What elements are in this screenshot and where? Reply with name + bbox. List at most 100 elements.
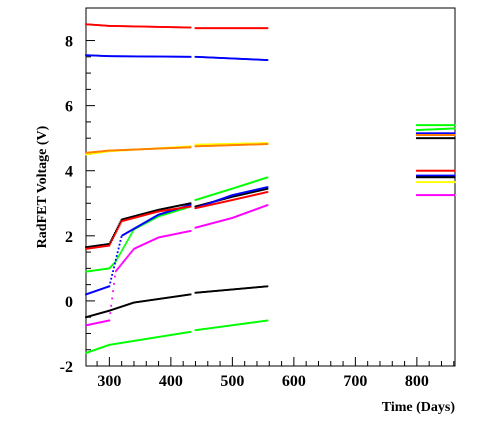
data-point bbox=[130, 217, 133, 220]
data-point bbox=[173, 55, 175, 58]
data-point bbox=[222, 57, 225, 59]
data-point bbox=[265, 186, 268, 189]
data-point bbox=[113, 266, 115, 269]
data-point bbox=[198, 328, 201, 331]
data-point bbox=[446, 174, 449, 177]
data-point bbox=[251, 189, 254, 192]
data-point bbox=[86, 151, 89, 154]
data-point bbox=[86, 324, 89, 326]
data-point bbox=[415, 181, 418, 184]
data-point bbox=[156, 237, 159, 239]
data-point bbox=[246, 287, 249, 290]
data-point bbox=[435, 176, 438, 179]
data-point bbox=[432, 134, 435, 136]
data-point bbox=[240, 192, 243, 194]
data-point bbox=[112, 290, 114, 293]
data-point bbox=[158, 55, 161, 58]
data-point bbox=[259, 187, 261, 190]
data-point bbox=[162, 297, 165, 300]
data-point bbox=[167, 209, 170, 211]
data-point bbox=[138, 215, 141, 218]
data-point bbox=[216, 27, 219, 30]
data-point bbox=[218, 27, 221, 30]
data-point bbox=[226, 197, 229, 199]
data-point bbox=[90, 350, 93, 352]
data-point bbox=[201, 143, 203, 146]
data-point bbox=[225, 189, 228, 192]
data-point bbox=[95, 150, 98, 153]
data-point bbox=[215, 27, 218, 30]
data-point bbox=[207, 145, 210, 147]
data-point bbox=[235, 144, 237, 146]
data-point bbox=[228, 195, 231, 198]
data-point bbox=[104, 245, 107, 248]
data-point bbox=[437, 134, 439, 136]
data-point bbox=[114, 307, 116, 310]
data-point bbox=[221, 144, 224, 147]
data-point bbox=[188, 145, 191, 148]
data-point bbox=[93, 313, 96, 316]
data-point bbox=[132, 25, 135, 28]
data-point bbox=[137, 214, 140, 216]
data-point bbox=[265, 191, 268, 194]
data-point bbox=[119, 306, 122, 308]
data-point bbox=[186, 146, 189, 149]
data-point bbox=[235, 186, 237, 189]
data-point bbox=[97, 151, 99, 154]
data-point bbox=[435, 134, 438, 136]
data-point bbox=[217, 326, 220, 328]
data-point bbox=[195, 27, 198, 30]
data-point bbox=[435, 137, 438, 140]
data-point bbox=[252, 286, 255, 289]
data-point bbox=[187, 146, 190, 149]
data-point bbox=[236, 323, 238, 326]
data-point bbox=[202, 27, 205, 30]
data-point bbox=[241, 193, 244, 196]
data-point bbox=[420, 137, 423, 140]
data-point bbox=[198, 206, 201, 209]
data-point bbox=[160, 26, 162, 28]
data-point bbox=[175, 26, 178, 29]
data-point bbox=[93, 152, 96, 155]
data-point bbox=[214, 143, 217, 146]
data-point bbox=[87, 54, 90, 57]
data-point bbox=[135, 246, 138, 249]
data-point bbox=[187, 205, 190, 208]
data-point bbox=[141, 222, 144, 225]
data-point bbox=[88, 315, 91, 318]
data-point bbox=[161, 147, 163, 150]
data-point bbox=[199, 204, 201, 207]
data-point bbox=[420, 194, 423, 197]
data-point bbox=[165, 296, 168, 299]
data-point bbox=[117, 55, 120, 58]
data-point bbox=[150, 239, 153, 242]
data-point bbox=[133, 247, 136, 250]
data-point bbox=[175, 205, 178, 207]
data-point bbox=[418, 194, 421, 197]
data-point bbox=[146, 211, 149, 214]
data-point bbox=[240, 323, 243, 325]
data-point bbox=[441, 132, 444, 135]
data-point bbox=[181, 206, 184, 209]
data-point bbox=[453, 127, 456, 130]
data-point bbox=[107, 244, 110, 247]
data-point bbox=[266, 176, 269, 179]
data-point bbox=[194, 199, 197, 201]
data-point bbox=[109, 241, 112, 244]
data-point bbox=[238, 144, 241, 146]
data-point bbox=[211, 327, 213, 329]
data-point bbox=[160, 335, 162, 338]
data-point bbox=[209, 143, 212, 146]
data-point bbox=[184, 203, 186, 206]
data-point bbox=[224, 27, 226, 30]
data-point bbox=[131, 249, 134, 252]
data-point bbox=[449, 169, 451, 172]
data-point bbox=[432, 132, 435, 135]
data-point bbox=[154, 336, 157, 339]
data-point bbox=[420, 128, 423, 131]
data-point bbox=[244, 183, 247, 186]
data-point bbox=[160, 210, 162, 212]
data-point bbox=[226, 324, 229, 327]
data-point bbox=[262, 187, 265, 189]
data-point bbox=[213, 193, 216, 195]
